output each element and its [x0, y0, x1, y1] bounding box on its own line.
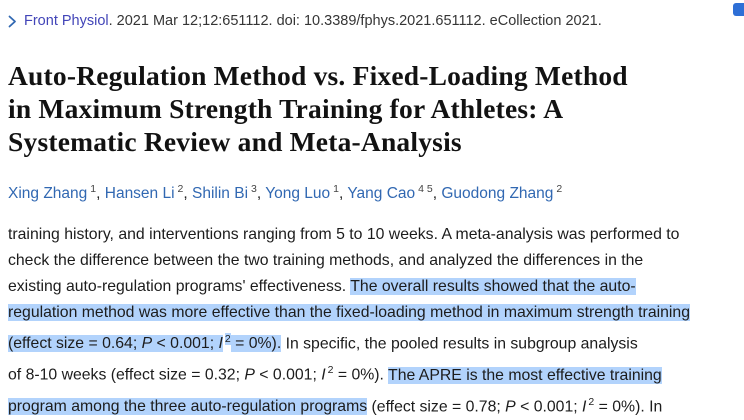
author-affiliation-number: 1	[333, 183, 339, 195]
author-link[interactable]: Hansen Li	[104, 185, 175, 203]
author-link[interactable]: Xing Zhang	[8, 185, 88, 203]
abstract-line: check the difference between the two tra…	[8, 248, 736, 274]
abstract-segment: = 0%).	[333, 366, 389, 384]
journal-link[interactable]: Front Physiol	[24, 13, 109, 29]
top-right-button-fragment[interactable]	[733, 3, 744, 16]
abstract-segment: = 0%). In	[594, 397, 663, 415]
journal-citation: Front Physiol. 2021 Mar 12;12:651112. do…	[8, 12, 736, 31]
author-affiliation-number: 1	[90, 183, 97, 195]
article-title-line: Auto-Regulation Method vs. Fixed-Loading…	[8, 60, 628, 91]
abstract-line: regulation method was more effective tha…	[8, 300, 736, 326]
abstract-segment: 2	[588, 395, 595, 408]
author-affiliation-number: 2	[556, 183, 563, 195]
author-separator: ,	[96, 185, 105, 203]
article-title-line: in Maximum Strength Training for Athlete…	[8, 93, 564, 124]
journal-expand-chevron-icon[interactable]	[8, 15, 17, 28]
abstract-segment: training history, and interventions rang…	[8, 226, 680, 244]
highlighted-text: (effect size = 0.64;	[8, 335, 142, 353]
abstract-segment: 2	[327, 364, 334, 377]
article-title: Auto-Regulation Method vs. Fixed-Loading…	[8, 59, 736, 158]
highlighted-text: 2	[224, 333, 231, 346]
abstract-segment: I	[321, 366, 326, 384]
highlighted-text: I	[218, 335, 223, 353]
highlighted-text: < 0.001;	[152, 335, 219, 353]
author-link[interactable]: Guodong Zhang	[441, 185, 554, 203]
author-list: Xing Zhang 1, Hansen Li 2, Shilin Bi 3, Yon…	[8, 183, 736, 203]
highlighted-text: The overall results showed that the auto…	[350, 278, 636, 296]
abstract-segment: check the difference between the two tra…	[8, 252, 644, 270]
abstract-line: of 8-10 weeks (effect size = 0.32; P < 0…	[8, 357, 736, 388]
highlighted-text: program among the three auto-regulation …	[8, 397, 368, 415]
abstract-line: program among the three auto-regulation …	[8, 389, 736, 420]
abstract-segment: of 8-10 weeks (effect size = 0.32;	[8, 366, 245, 384]
abstract-segment: I	[582, 397, 587, 415]
abstract-segment: P	[244, 366, 255, 384]
author-separator: ,	[256, 185, 266, 203]
author-separator: ,	[183, 185, 193, 203]
abstract-segment: In specific, the pooled results in subgr…	[281, 335, 638, 353]
highlighted-text: regulation method was more effective tha…	[8, 304, 690, 322]
abstract-segment: (effect size = 0.78;	[367, 397, 506, 415]
author-separator: ,	[432, 185, 442, 203]
author-affiliation-number: 3	[251, 183, 257, 195]
author-affiliation-number: 4 5	[418, 183, 433, 195]
highlighted-text: = 0%).	[230, 335, 282, 353]
author-affiliation-number: 2	[177, 183, 184, 195]
abstract-line: existing auto-regulation programs' effec…	[8, 274, 736, 300]
abstract-segment: < 0.001;	[515, 397, 583, 415]
abstract-segment: < 0.001;	[254, 366, 322, 384]
article-title-line: Systematic Review and Meta-Analysis	[8, 126, 462, 157]
abstract-segment: P	[505, 397, 516, 415]
abstract-text: training history, and interventions rang…	[8, 222, 736, 420]
author-separator: ,	[339, 185, 348, 203]
author-link[interactable]: Yong Luo	[265, 185, 331, 203]
abstract-line: training history, and interventions rang…	[8, 222, 736, 248]
abstract-segment: existing auto-regulation programs' effec…	[8, 278, 351, 296]
author-link[interactable]: Yang Cao	[347, 185, 416, 203]
highlighted-text: The APRE is the most effective training	[388, 366, 662, 384]
author-link[interactable]: Shilin Bi	[192, 185, 249, 203]
citation-details: . 2021 Mar 12;12:651112. doi: 10.3389/fp…	[108, 13, 602, 29]
highlighted-text: P	[141, 335, 153, 353]
